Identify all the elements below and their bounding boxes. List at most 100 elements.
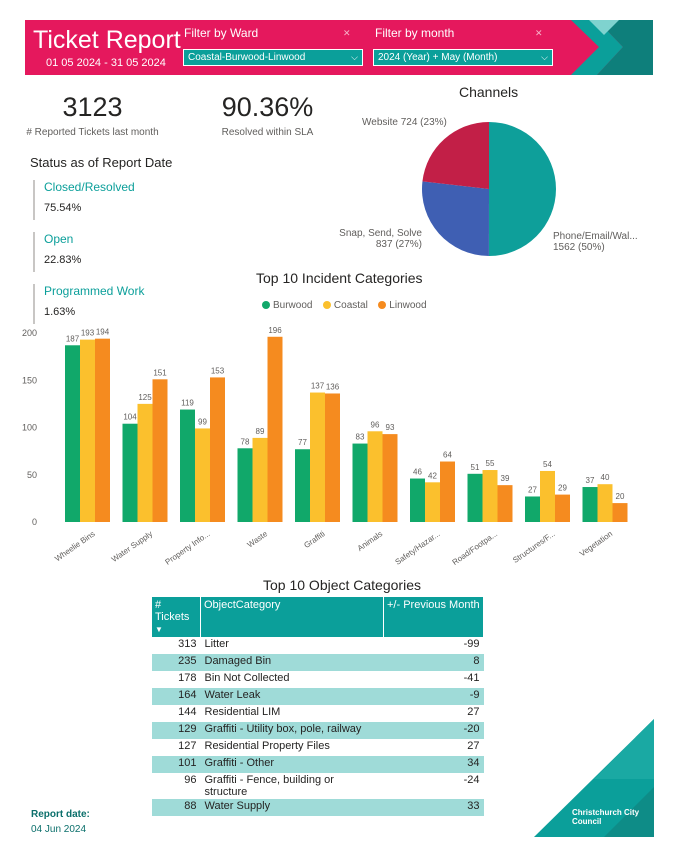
council-logo: Christchurch City Council <box>572 808 640 826</box>
pie-label-website: Website 724 (23%) <box>362 117 447 128</box>
bar-coastal[interactable] <box>597 484 613 522</box>
bar-data-label: 196 <box>268 326 282 335</box>
bar-data-label: 136 <box>326 382 340 391</box>
bar-linwood[interactable] <box>210 377 225 522</box>
ward-filter-dropdown[interactable]: Coastal-Burwood-Linwood ⌵ <box>183 49 363 66</box>
cell-category: Damaged Bin <box>200 654 384 671</box>
bar-data-label: 119 <box>181 399 194 408</box>
pie-slice-2[interactable] <box>422 122 489 189</box>
status-programmed-value: 1.63% <box>44 306 76 318</box>
table-row[interactable]: 96 Graffiti - Fence, building or structur… <box>152 773 484 799</box>
table-row[interactable]: 127 Residential Property Files 27 <box>152 739 484 756</box>
report-date-value: 04 Jun 2024 <box>31 824 87 835</box>
footer-decoration <box>534 719 654 837</box>
cell-change: -20 <box>383 722 484 739</box>
cell-change: -99 <box>463 638 480 650</box>
bar-data-label: 194 <box>96 328 110 337</box>
bar-linwood[interactable] <box>555 494 570 522</box>
ward-filter-label: Filter by Ward <box>184 26 259 40</box>
cell-tickets: 313 <box>178 638 197 650</box>
cell-category: Graffiti - Utility box, pole, railway <box>200 722 384 739</box>
col-header-tickets[interactable]: # Tickets ▼ <box>152 597 201 637</box>
bar-burwood[interactable] <box>467 473 483 522</box>
bar-coastal[interactable] <box>425 482 440 522</box>
bar-coastal[interactable] <box>80 339 95 522</box>
cell-tickets: 127 <box>178 740 197 752</box>
cell-tickets: 235 <box>152 654 201 671</box>
bar-coastal[interactable] <box>195 428 210 522</box>
legend-item-burwood[interactable]: Burwood <box>262 300 312 311</box>
channels-pie-chart[interactable] <box>415 115 563 263</box>
table-row[interactable]: 164 Water Leak -9 <box>152 688 484 705</box>
bar-linwood[interactable] <box>152 379 168 522</box>
table-row[interactable]: 144 Residential LIM 27 <box>152 705 484 722</box>
bar-data-label: 137 <box>311 382 325 391</box>
col-header-change[interactable]: +/- Previous Month <box>383 597 484 637</box>
legend-item-linwood[interactable]: Linwood <box>378 300 427 311</box>
legend-label: Coastal <box>333 300 368 311</box>
bar-burwood[interactable] <box>65 345 80 522</box>
y-tick-label: 200 <box>22 328 37 338</box>
table-row[interactable]: 235 Damaged Bin 8 <box>152 654 484 671</box>
pie-label-phone-name: Phone/Email/Wal... <box>553 231 638 242</box>
bar-linwood[interactable] <box>497 485 513 522</box>
col-header-category[interactable]: ObjectCategory <box>200 597 384 637</box>
pie-label-phone-value: 1562 (50%) <box>553 242 605 253</box>
bar-coastal[interactable] <box>540 470 555 522</box>
pie-slice-1[interactable] <box>422 181 489 256</box>
bar-linwood[interactable] <box>440 461 455 522</box>
cell-category: Litter <box>204 638 229 650</box>
bar-burwood[interactable] <box>237 448 253 522</box>
cell-tickets: 101 <box>152 756 201 773</box>
table-row[interactable]: 129 Graffiti - Utility box, pole, railway… <box>152 722 484 739</box>
cell-change: 27 <box>467 740 480 752</box>
pie-slice-0[interactable] <box>488 122 556 256</box>
table-row[interactable]: 178 Bin Not Collected -41 <box>152 671 484 688</box>
bar-data-label: 37 <box>586 476 595 485</box>
cell-change: 34 <box>383 756 484 773</box>
chevron-down-icon: ⌵ <box>351 52 358 62</box>
bar-data-label: 153 <box>211 366 225 375</box>
month-filter-dropdown[interactable]: 2024 (Year) + May (Month) ⌵ <box>373 49 553 66</box>
bar-burwood[interactable] <box>180 409 195 522</box>
bar-linwood[interactable] <box>612 503 628 522</box>
bar-burwood[interactable] <box>122 423 138 522</box>
table-row[interactable]: 313 Litter -99 <box>152 637 484 654</box>
bar-linwood[interactable] <box>325 393 340 522</box>
legend-item-coastal[interactable]: Coastal <box>322 300 368 311</box>
incident-chart-title: Top 10 Incident Categories <box>256 270 423 286</box>
bar-coastal[interactable] <box>252 437 268 522</box>
table-row[interactable]: 101 Graffiti - Other 34 <box>152 756 484 773</box>
bar-burwood[interactable] <box>295 449 310 522</box>
cell-tickets: 129 <box>152 722 201 739</box>
bar-data-label: 151 <box>153 368 167 377</box>
bar-coastal[interactable] <box>367 431 383 522</box>
cell-category: Graffiti - Fence, building or structure <box>204 774 334 798</box>
bar-burwood[interactable] <box>410 478 425 522</box>
report-date-range: 01 05 2024 - 31 05 2024 <box>46 57 166 69</box>
clear-filter-icon[interactable]: ✕ <box>343 28 351 38</box>
legend-label: Linwood <box>389 300 427 311</box>
bar-data-label: 187 <box>66 334 80 343</box>
bar-data-label: 83 <box>356 433 365 442</box>
cell-change: -9 <box>383 688 484 705</box>
bar-linwood[interactable] <box>95 338 110 522</box>
bar-linwood[interactable] <box>382 434 398 522</box>
bar-data-label: 39 <box>501 474 510 483</box>
bar-coastal[interactable] <box>137 403 153 522</box>
bar-burwood[interactable] <box>352 443 368 522</box>
pie-label-phone: Phone/Email/Wal... 1562 (50%) <box>553 231 638 253</box>
bar-data-label: 42 <box>428 471 437 480</box>
bar-data-label: 64 <box>443 451 452 460</box>
clear-filter-icon[interactable]: ✕ <box>535 28 543 38</box>
table-row[interactable]: 88 Water Supply 33 <box>152 799 484 816</box>
cell-change: -41 <box>463 672 480 684</box>
bar-linwood[interactable] <box>267 336 283 522</box>
legend-label: Burwood <box>273 300 313 311</box>
x-tick-label: Waste <box>246 529 270 550</box>
bar-burwood[interactable] <box>525 496 540 522</box>
bar-coastal[interactable] <box>310 392 325 522</box>
bar-coastal[interactable] <box>482 470 498 522</box>
bar-burwood[interactable] <box>582 487 598 522</box>
